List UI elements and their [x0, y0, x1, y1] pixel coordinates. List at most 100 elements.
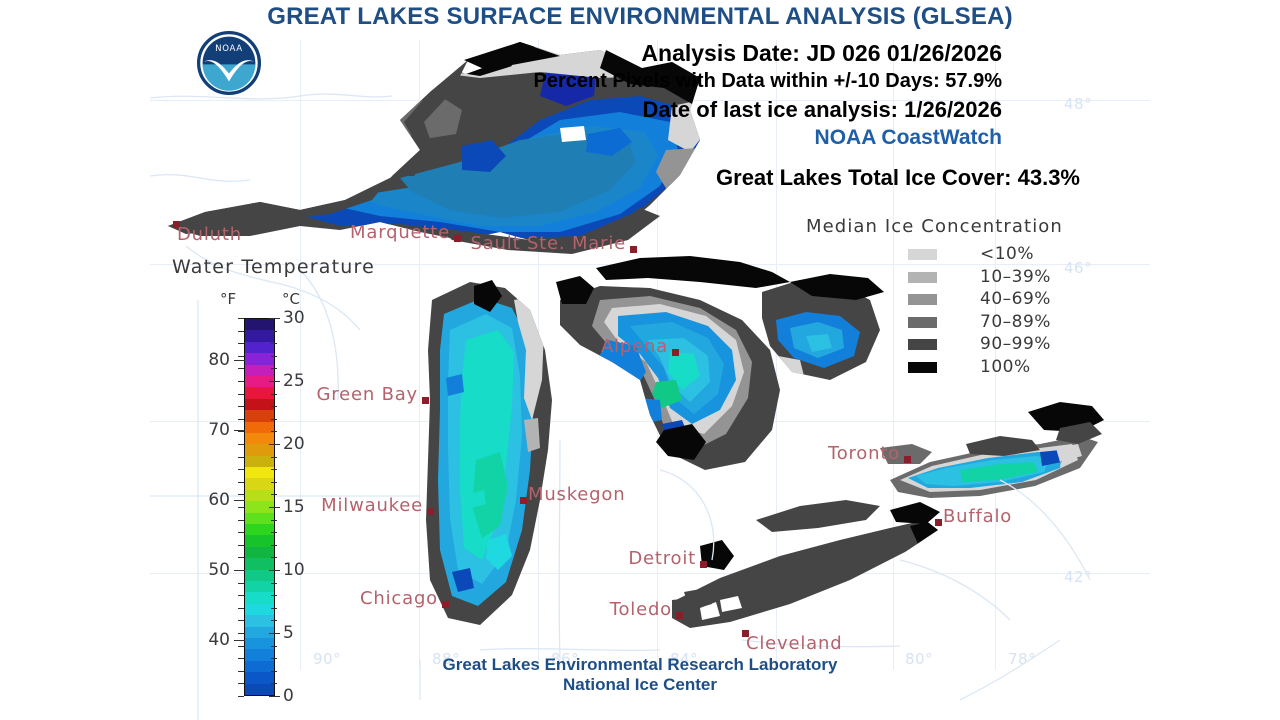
colorbar-minor-tick	[271, 620, 277, 622]
colorbar-band	[245, 546, 274, 559]
colorbar-band	[245, 615, 274, 627]
colorbar-minor-tick	[238, 620, 244, 622]
latitude-gridline	[150, 421, 1150, 422]
latitude-label: 46°	[1064, 259, 1093, 277]
ice-legend-swatch	[908, 249, 937, 260]
city-dot	[427, 508, 434, 515]
ice-legend-label: 90–99%	[980, 334, 1051, 354]
colorbar-band	[245, 603, 274, 616]
colorbar-band	[245, 592, 274, 604]
colorbar-band	[245, 353, 274, 365]
colorbar-minor-tick	[271, 532, 277, 534]
colorbar-celsius-label: 0	[283, 686, 294, 706]
colorbar-band	[245, 512, 274, 525]
longitude-gridline	[893, 40, 894, 670]
city-dot	[454, 235, 461, 242]
colorbar-band	[245, 410, 274, 422]
colorbar-minor-tick	[238, 330, 244, 332]
colorbar-band	[245, 569, 274, 581]
colorbar-minor-tick	[238, 645, 244, 647]
colorbar-band	[245, 626, 274, 638]
colorbar-celsius-tick	[269, 318, 280, 319]
colorbar-minor-tick	[238, 670, 244, 672]
city-name-label: Muskegon	[528, 484, 626, 505]
longitude-gridline	[776, 40, 777, 670]
colorbar-fahrenheit-tick	[234, 360, 245, 361]
colorbar-celsius-tick	[269, 696, 280, 697]
colorbar-minor-tick	[271, 544, 277, 546]
colorbar-band	[245, 421, 274, 433]
colorbar-band	[245, 524, 274, 536]
colorbar-minor-tick	[271, 355, 277, 357]
colorbar-fahrenheit-label: 50	[208, 560, 230, 580]
last-ice-analysis-text: Date of last ice analysis: 1/26/2026	[642, 97, 1002, 122]
longitude-label: 86°	[551, 650, 580, 668]
colorbar-minor-tick	[238, 507, 244, 508]
ice-legend-swatch	[908, 271, 937, 283]
colorbar-celsius-label: 15	[283, 497, 305, 517]
ice-legend-swatch	[908, 294, 937, 305]
colorbar-minor-tick	[271, 343, 277, 345]
city-name-label: Alpena	[600, 336, 668, 357]
ice-legend-label: 10–39%	[980, 266, 1051, 287]
colorbar-band	[245, 330, 274, 342]
colorbar-band	[245, 558, 274, 570]
colorbar-minor-tick	[271, 607, 277, 609]
colorbar-minor-tick	[271, 469, 277, 471]
city-dot	[742, 630, 749, 637]
colorbar-minor-tick	[238, 318, 244, 319]
ice-legend-label: <10%	[980, 244, 1035, 264]
colorbar-minor-tick	[238, 418, 244, 420]
colorbar-minor-tick	[238, 696, 244, 697]
colorbar-minor-tick	[238, 393, 244, 395]
celsius-unit-label: °C	[282, 290, 300, 308]
colorbar-minor-tick	[271, 418, 277, 420]
ice-legend-swatch	[908, 361, 937, 373]
colorbar-band	[245, 375, 274, 388]
city-name-label: Toledo	[609, 599, 672, 620]
longitude-label: 84°	[670, 650, 699, 668]
colorbar-fahrenheit-label: 60	[208, 490, 230, 510]
colorbar-minor-tick	[238, 368, 244, 370]
credit-line-1: Great Lakes Environmental Research Labor…	[442, 655, 838, 674]
city-dot	[442, 601, 449, 608]
colorbar-celsius-label: 10	[283, 560, 305, 580]
ice-legend-title: Median Ice Concentration	[806, 216, 1063, 237]
colorbar-minor-tick	[271, 368, 277, 370]
colorbar-minor-tick	[238, 607, 244, 609]
colorbar-celsius-label: 20	[283, 434, 305, 454]
colorbar-minor-tick	[271, 582, 277, 584]
longitude-label: 78°	[1008, 650, 1037, 668]
colorbar-minor-tick	[238, 355, 244, 357]
city-dot	[935, 519, 942, 526]
colorbar-band	[245, 649, 274, 661]
svg-text:NOAA: NOAA	[215, 44, 243, 54]
colorbar-band	[245, 501, 274, 513]
colorbar-band	[245, 489, 274, 502]
colorbar-fahrenheit-tick	[234, 640, 245, 641]
longitude-label: 90°	[313, 650, 342, 668]
city-name-label: Toronto	[827, 443, 900, 464]
longitude-label: 88°	[432, 650, 461, 668]
city-name-label: Chicago	[360, 588, 438, 609]
colorbar-band	[245, 398, 274, 411]
colorbar-minor-tick	[271, 431, 277, 433]
city-name-label: Buffalo	[943, 506, 1013, 527]
colorbar-minor-tick	[271, 393, 277, 395]
colorbar-minor-tick	[238, 444, 244, 445]
colorbar-minor-tick	[238, 683, 244, 685]
percent-pixels-text: Percent Pixels with Data within +/-10 Da…	[533, 70, 1002, 92]
page-title: GREAT LAKES SURFACE ENVIRONMENTAL ANALYS…	[267, 3, 1013, 30]
colorbar-minor-tick	[271, 645, 277, 647]
colorbar-minor-tick	[271, 481, 277, 483]
total-ice-cover-text: Great Lakes Total Ice Cover: 43.3%	[716, 165, 1080, 190]
city-name-label: Green Bay	[316, 384, 418, 405]
city-dot	[422, 397, 429, 404]
colorbar-minor-tick	[238, 469, 244, 471]
colorbar-minor-tick	[238, 532, 244, 534]
colorbar-minor-tick	[271, 557, 277, 559]
colorbar-minor-tick	[271, 330, 277, 332]
colorbar-minor-tick	[271, 456, 277, 458]
colorbar-minor-tick	[238, 406, 244, 408]
colorbar-band	[245, 444, 274, 456]
